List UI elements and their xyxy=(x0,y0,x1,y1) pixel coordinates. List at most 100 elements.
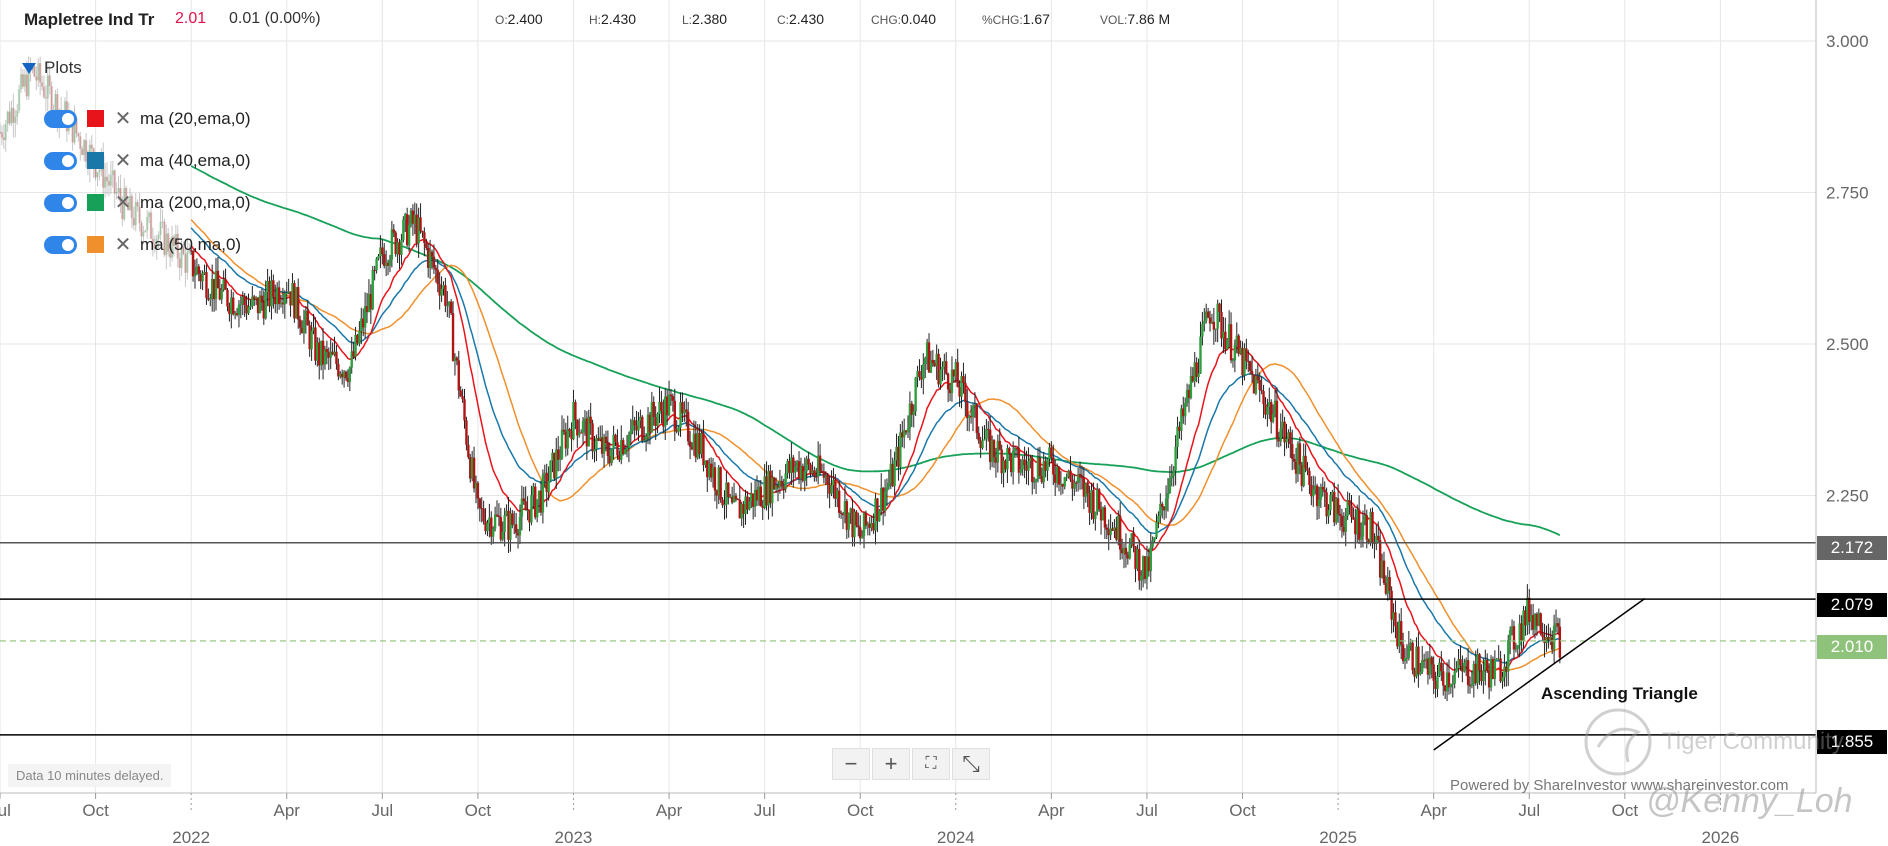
level-label-1855: 1.855 xyxy=(1817,730,1887,754)
candle-body xyxy=(985,428,988,440)
candle-body xyxy=(1076,473,1080,483)
candle-body xyxy=(73,118,76,143)
zoom-in-button[interactable]: + xyxy=(872,748,910,780)
color-swatch[interactable] xyxy=(87,110,104,127)
candle-body xyxy=(275,287,279,305)
candle-body xyxy=(220,289,223,300)
candle-body xyxy=(721,499,724,506)
candle-body xyxy=(321,340,325,365)
candle-body xyxy=(365,306,369,313)
plot-row-ma20: ✕ ma (20,ema,0) xyxy=(22,106,251,131)
candle-body xyxy=(1449,683,1453,688)
candle-body xyxy=(801,466,805,481)
candle-body xyxy=(914,377,917,412)
remove-plot-icon[interactable]: ✕ xyxy=(114,108,132,130)
candle-body xyxy=(495,514,499,516)
candle-body xyxy=(226,289,229,307)
candle-body xyxy=(270,280,273,307)
candle-body xyxy=(16,110,19,117)
candle-body xyxy=(1185,389,1189,404)
candle-body xyxy=(539,490,543,513)
candle-body xyxy=(683,409,686,414)
remove-plot-icon[interactable]: ✕ xyxy=(114,150,132,172)
candle-body xyxy=(1036,457,1040,479)
candle-body xyxy=(283,294,287,305)
candle-body xyxy=(1109,528,1112,536)
candle-body xyxy=(748,501,751,510)
candle-body xyxy=(486,522,489,532)
candle-body xyxy=(834,479,837,499)
plot-toggle[interactable] xyxy=(44,235,77,254)
candle-body xyxy=(1558,626,1562,658)
color-swatch[interactable] xyxy=(87,194,104,211)
fit-screen-button[interactable]: ⛶ xyxy=(912,748,950,780)
candle-body xyxy=(1386,576,1390,594)
candle-body xyxy=(769,470,772,504)
candle-body xyxy=(792,457,795,473)
candle-body xyxy=(551,452,554,461)
candle-body xyxy=(159,222,162,235)
candle-body xyxy=(1419,671,1422,675)
candle-body xyxy=(331,351,334,355)
candle-body xyxy=(1434,680,1437,689)
candle-body xyxy=(497,515,501,518)
candle-body xyxy=(763,476,766,508)
candle-body xyxy=(1235,335,1238,345)
candle-body xyxy=(1195,362,1198,377)
candle-body xyxy=(1233,344,1237,361)
candle-body xyxy=(513,524,516,526)
color-swatch[interactable] xyxy=(87,152,104,169)
candle-body xyxy=(163,221,166,255)
candle-body xyxy=(532,486,535,496)
candle-body xyxy=(794,466,797,473)
candle-body xyxy=(327,351,330,358)
candle-body xyxy=(988,429,992,463)
y-tick-label: 2.500 xyxy=(1826,335,1869,354)
candle-body xyxy=(677,427,680,432)
candle-body xyxy=(880,487,883,511)
candle-body xyxy=(6,111,9,125)
remove-plot-icon[interactable]: ✕ xyxy=(114,234,132,256)
candle-body xyxy=(182,247,185,254)
candle-body xyxy=(730,496,734,503)
candle-body xyxy=(1526,597,1529,626)
candle-body xyxy=(715,490,719,496)
candle-body xyxy=(461,396,464,400)
candle-body xyxy=(426,247,430,268)
candle-body xyxy=(553,452,556,479)
candle-body xyxy=(1377,535,1380,541)
candle-body xyxy=(1027,461,1030,471)
candle-body xyxy=(132,218,136,226)
plot-toggle[interactable] xyxy=(44,193,77,212)
candle-body xyxy=(815,476,818,478)
candle-body xyxy=(438,284,441,296)
expand-button[interactable]: ⤡ xyxy=(952,748,990,780)
powered-by-link[interactable]: Powered by ShareInvestor www.shareinvest… xyxy=(1450,777,1789,794)
plots-toggle[interactable]: Plots xyxy=(22,58,82,78)
candle-body xyxy=(1285,438,1288,443)
candle-body xyxy=(1183,403,1187,417)
candle-body xyxy=(981,440,984,449)
candle-body xyxy=(543,472,546,475)
candle-body xyxy=(832,479,835,486)
candle-body xyxy=(1004,460,1007,470)
color-swatch[interactable] xyxy=(87,236,104,253)
candle-body xyxy=(799,466,803,479)
ohlc-open: O:2.400 xyxy=(495,11,543,27)
candle-body xyxy=(1268,402,1271,407)
candle-body xyxy=(656,413,659,427)
candle-body xyxy=(1464,660,1468,663)
candle-body xyxy=(717,467,720,496)
remove-plot-icon[interactable]: ✕ xyxy=(114,192,132,214)
y-tick-label: 3.000 xyxy=(1826,32,1869,51)
candle-body xyxy=(599,437,602,440)
plot-label: ma (40,ema,0) xyxy=(140,150,251,170)
plot-toggle[interactable] xyxy=(44,109,77,128)
candle-body xyxy=(1304,455,1307,469)
collapse-triangle-icon[interactable] xyxy=(22,62,36,74)
zoom-out-button[interactable]: − xyxy=(832,748,870,780)
plot-toggle[interactable] xyxy=(44,151,77,170)
candle-body xyxy=(1057,466,1061,485)
candle-body xyxy=(826,475,829,485)
